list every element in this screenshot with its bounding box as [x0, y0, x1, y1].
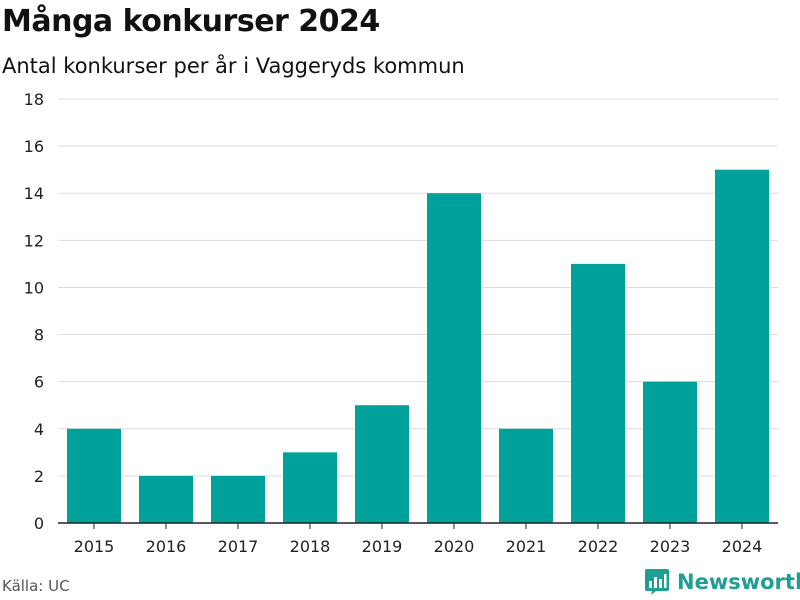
x-tick-label: 2018: [290, 537, 331, 556]
brand-logo[interactable]: Newsworthy: [644, 568, 800, 596]
y-tick-label: 16: [24, 137, 44, 156]
source-note: Källa: UC: [2, 577, 70, 595]
chart-title: Många konkurser 2024: [2, 4, 380, 39]
y-tick-label: 10: [24, 278, 44, 297]
bar-2017: [211, 475, 265, 523]
bar-2024: [715, 169, 769, 523]
bar-2015: [67, 428, 121, 523]
x-tick-label: 2023: [650, 537, 691, 556]
bars: [67, 169, 769, 523]
bar-2016: [139, 475, 193, 523]
y-tick-label: 14: [24, 184, 44, 203]
x-tick-label: 2022: [578, 537, 619, 556]
grid-lines: [58, 98, 778, 477]
bar-2022: [571, 263, 625, 523]
x-tick-label: 2016: [146, 537, 187, 556]
x-tick-label: 2021: [506, 537, 547, 556]
y-tick-label: 4: [34, 420, 44, 439]
bar-2021: [499, 428, 553, 523]
bar-chart-logo-icon: [645, 569, 669, 595]
bar-2019: [355, 405, 409, 523]
bar-2023: [643, 381, 697, 523]
x-tick-label: 2024: [722, 537, 763, 556]
x-tick-label: 2017: [218, 537, 259, 556]
y-tick-label: 18: [24, 90, 44, 109]
bar-2018: [283, 452, 337, 523]
y-tick-label: 2: [34, 467, 44, 486]
chart-subtitle: Antal konkurser per år i Vaggeryds kommu…: [2, 54, 465, 78]
x-tick-label: 2020: [434, 537, 475, 556]
y-tick-label: 8: [34, 326, 44, 345]
axes: 0 2 4 6 8 10 12 14 16 18 2015 2016 2017 2018 2019 2020 2…: [24, 90, 778, 556]
y-tick-label: 12: [24, 231, 44, 250]
y-tick-label: 0: [34, 514, 44, 533]
y-tick-label: 6: [34, 373, 44, 392]
x-tick-label: 2015: [74, 537, 115, 556]
brand-name: Newsworthy: [677, 570, 800, 594]
bar-2020: [427, 193, 481, 523]
x-tick-label: 2019: [362, 537, 403, 556]
